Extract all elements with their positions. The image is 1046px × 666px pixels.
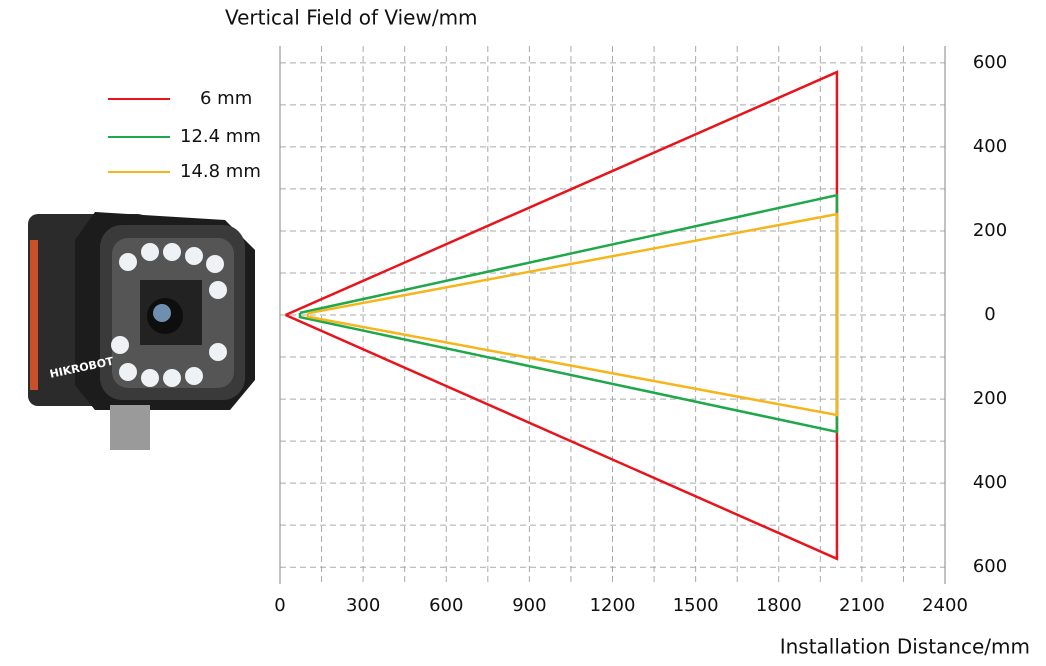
legend-label: 6 mm — [200, 88, 252, 109]
series-line — [298, 193, 839, 434]
y-tick-label: 0 — [984, 304, 995, 325]
legend-label: 14.8 mm — [180, 161, 261, 182]
chart-title: Vertical Field of View/mm — [225, 6, 478, 30]
y-tick-label: 600 — [973, 52, 1007, 73]
x-tick-label: 2400 — [922, 595, 968, 616]
x-axis-label: Installation Distance/mm — [780, 635, 1030, 659]
y-tick-label: 600 — [973, 556, 1007, 577]
legend-label: 12.4 mm — [180, 126, 261, 147]
x-tick-label: 300 — [346, 595, 380, 616]
x-tick-label: 1200 — [590, 595, 636, 616]
x-tick-label: 900 — [512, 595, 546, 616]
camera-image: HIKROBOT — [28, 212, 255, 450]
y-tick-label: 400 — [973, 136, 1007, 157]
x-tick-label: 1500 — [673, 595, 719, 616]
series-line — [306, 212, 839, 417]
x-tick-label: 600 — [429, 595, 463, 616]
x-tick-label: 0 — [274, 595, 285, 616]
y-tick-label: 200 — [973, 388, 1007, 409]
y-tick-label: 200 — [973, 220, 1007, 241]
y-tick-label: 400 — [973, 472, 1007, 493]
x-tick-label: 1800 — [756, 595, 802, 616]
x-tick-label: 2100 — [839, 595, 885, 616]
